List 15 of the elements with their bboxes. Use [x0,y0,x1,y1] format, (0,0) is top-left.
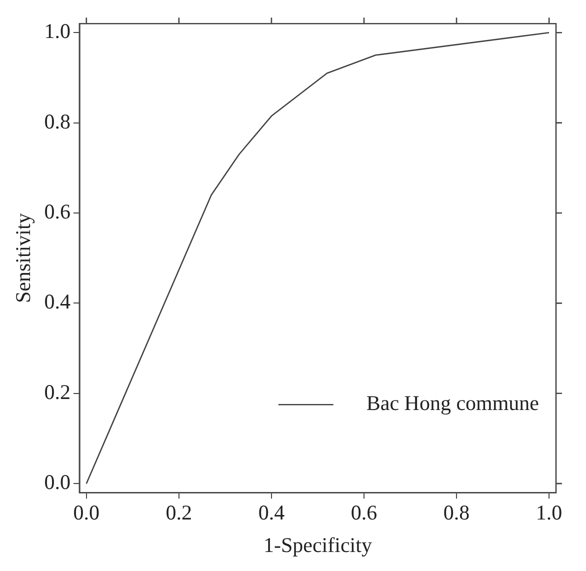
x-tick-label: 0.4 [258,500,286,525]
y-tick-label: 0.0 [44,470,70,494]
x-tick-label: 0.6 [350,500,378,525]
y-tick-label: 0.2 [44,380,70,404]
y-tick-label: 0.6 [44,200,70,224]
y-tick-label: 1.0 [44,19,70,44]
y-tick-label: 0.8 [44,109,70,134]
x-tick-label: 0.8 [443,500,470,525]
x-axis-title: 1-Specificity [263,532,372,557]
x-tick-label: 0.2 [166,500,192,525]
y-tick-label: 0.4 [44,290,71,314]
x-tick-label: 1.0 [536,500,562,525]
x-tick-label: 0.0 [73,500,100,525]
legend-label: Bac Hong commune [366,391,539,416]
y-axis-title: Sensitivity [11,212,36,304]
